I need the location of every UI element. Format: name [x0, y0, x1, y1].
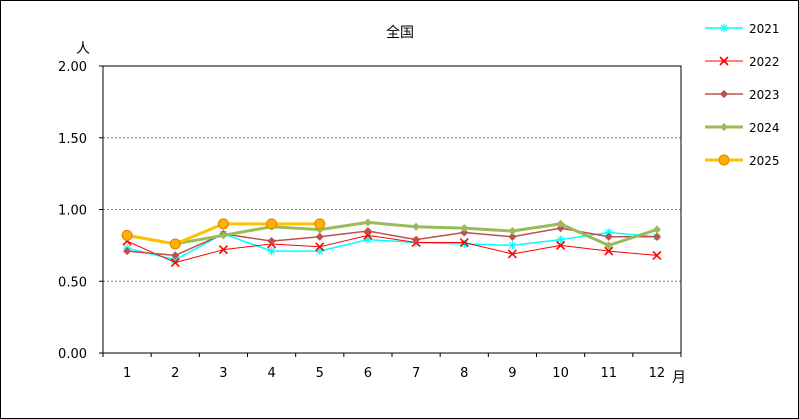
data-point	[508, 232, 517, 241]
legend-item-2025: 2025	[705, 154, 780, 168]
chart-title: 全国	[386, 24, 414, 41]
x-tick-label: 9	[508, 366, 516, 381]
data-point	[508, 226, 517, 236]
data-point	[217, 218, 229, 230]
data-point	[556, 219, 565, 228]
x-tick-label: 11	[600, 366, 617, 381]
legend-marker	[719, 122, 729, 132]
data-point	[315, 242, 325, 252]
x-tick-label: 3	[219, 366, 227, 381]
legend-marker	[718, 154, 730, 166]
legend-label: 2023	[749, 88, 780, 102]
x-tick-label: 7	[412, 366, 420, 381]
x-axis-unit-label: 月	[672, 370, 686, 386]
data-point	[121, 229, 133, 241]
data-point	[507, 249, 517, 259]
data-point	[363, 230, 373, 240]
data-point	[604, 246, 614, 256]
data-point	[604, 232, 613, 241]
y-tick-label: 0.50	[58, 275, 87, 290]
data-point	[363, 226, 372, 236]
y-tick-label: 2.00	[58, 60, 87, 75]
y-tick-label: 1.00	[58, 204, 87, 219]
data-point	[123, 247, 132, 256]
data-point	[412, 235, 421, 244]
legend-item-2023: 2023	[705, 88, 780, 102]
series-2025	[121, 218, 326, 250]
legend-label: 2024	[749, 121, 780, 135]
legend-marker	[719, 89, 729, 99]
series-line	[126, 220, 658, 247]
data-point	[170, 258, 180, 268]
legend-item-2022: 2022	[705, 55, 780, 69]
data-point	[315, 232, 324, 241]
data-point	[171, 251, 180, 260]
x-tick-label: 8	[460, 366, 468, 381]
data-point	[459, 237, 469, 248]
data-point	[556, 224, 565, 233]
y-axis-unit-label: 人	[76, 41, 90, 57]
data-point	[363, 235, 372, 244]
series-group	[121, 218, 662, 268]
gridlines	[103, 137, 681, 282]
x-tick-label: 6	[364, 366, 372, 381]
data-point	[266, 218, 278, 230]
data-point	[460, 228, 469, 237]
data-point	[556, 240, 566, 250]
data-point	[460, 239, 469, 248]
data-point	[460, 224, 469, 233]
data-point	[652, 225, 661, 234]
legend-item-2024: 2024	[705, 121, 780, 135]
legend-label: 2025	[749, 154, 780, 168]
data-point	[315, 247, 324, 256]
x-tick-label: 5	[316, 366, 324, 381]
data-point	[169, 238, 181, 250]
axis-ticks: 0.000.501.001.502.001 2 3 4 5 6 7 8 9 10 11 12	[58, 60, 682, 381]
data-point	[652, 232, 661, 241]
x-tick-label: 10	[552, 366, 569, 381]
x-tick-label: 1	[123, 366, 131, 381]
y-tick-label: 1.50	[58, 132, 87, 147]
data-point	[219, 231, 228, 240]
legend-item-2021: 2021	[705, 22, 780, 36]
data-point	[314, 218, 326, 230]
data-point	[412, 222, 421, 231]
data-point	[363, 218, 372, 227]
legend-marker	[719, 56, 729, 66]
data-point	[508, 241, 517, 250]
data-point	[652, 250, 662, 260]
data-point	[556, 235, 565, 244]
data-point	[267, 237, 276, 246]
x-tick-label: 2	[171, 366, 179, 381]
series-line	[126, 234, 657, 264]
legend-label: 2022	[749, 55, 780, 69]
data-point	[267, 247, 276, 256]
data-point	[218, 245, 228, 255]
data-point	[604, 241, 613, 250]
y-tick-label: 0.00	[58, 347, 87, 362]
legend: 2021 2022 2023 2024 2025	[705, 22, 780, 168]
x-tick-label: 12	[649, 366, 666, 381]
series-line	[126, 231, 657, 261]
x-tick-label: 4	[267, 366, 275, 381]
legend-label: 2021	[749, 22, 780, 36]
legend-marker	[720, 24, 728, 32]
